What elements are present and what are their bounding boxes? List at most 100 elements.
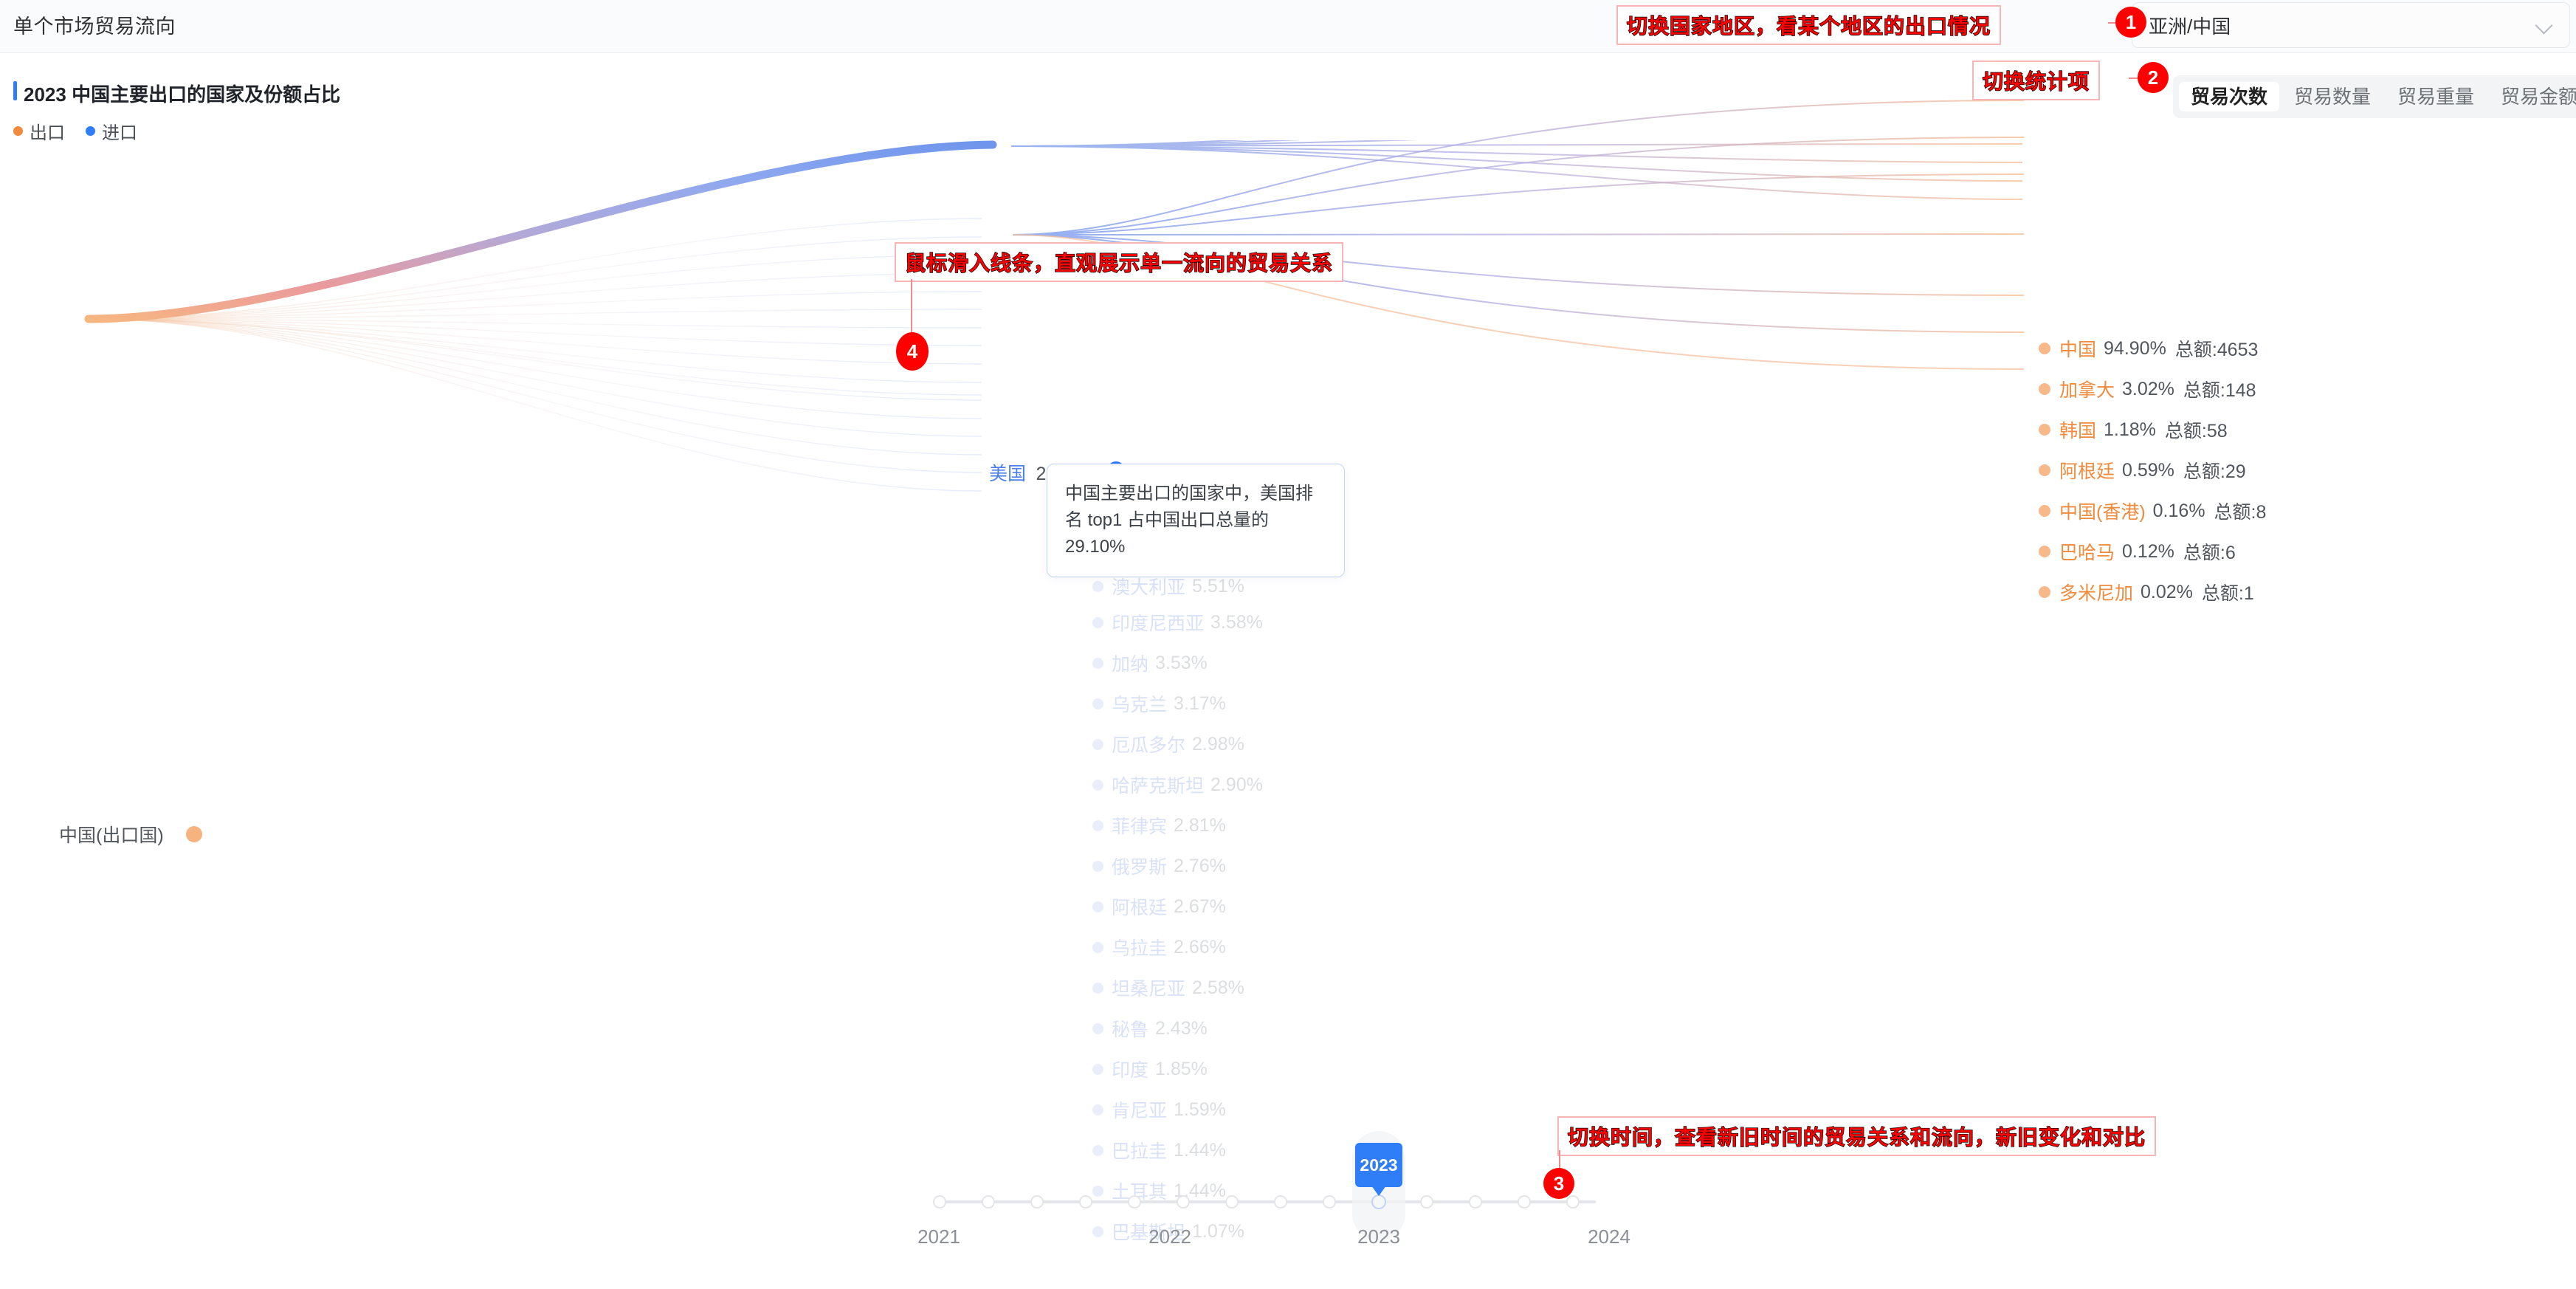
- mid-list-item[interactable]: 肯尼亚 1.59%: [1092, 1096, 1226, 1123]
- mid-list-item[interactable]: 乌克兰 3.17%: [1092, 690, 1226, 717]
- target-list-dot: [2039, 505, 2050, 517]
- timeline-tick[interactable]: [1079, 1195, 1092, 1209]
- mid-list-pct: 2.43%: [1155, 1017, 1208, 1039]
- mid-list-item[interactable]: 印度 1.85%: [1092, 1056, 1208, 1082]
- tab-trade-amount[interactable]: 贸易金额: [2501, 86, 2576, 108]
- target-list-total: 总额:58: [2164, 421, 2228, 441]
- legend-item-import[interactable]: 进口: [86, 118, 137, 144]
- annotation-box-2: 切换统计项: [1972, 61, 2101, 100]
- timeline-tick[interactable]: [982, 1195, 995, 1209]
- mid-list-dot: [1092, 580, 1103, 592]
- annotation-marker-2: 2: [2138, 62, 2169, 93]
- mid-list-dot: [1092, 860, 1103, 872]
- mid-list-name: 菲律宾: [1112, 817, 1168, 837]
- target-list-pct: 1.18%: [2104, 419, 2156, 440]
- flow-tooltip: 中国主要出口的国家中，美国排名 top1 占中国出口总量的29.10%: [1047, 464, 1345, 577]
- mid-list-item[interactable]: 印度尼西亚 3.58%: [1092, 609, 1263, 636]
- mid-list-dot: [1092, 738, 1103, 750]
- timeline-tick[interactable]: [1420, 1195, 1433, 1209]
- mid-list-dot: [1092, 819, 1103, 831]
- target-list-dot: [2039, 343, 2050, 354]
- mid-list-item[interactable]: 澳大利亚 5.51%: [1092, 573, 1244, 599]
- timeline-tick[interactable]: [1225, 1195, 1239, 1209]
- target-list-pct: 0.02%: [2141, 581, 2193, 602]
- timeline-tick[interactable]: [933, 1195, 946, 1209]
- page-title: 单个市场贸易流向: [13, 16, 176, 38]
- mid-list-dot: [1092, 779, 1103, 791]
- mid-list-item[interactable]: 俄罗斯 2.76%: [1092, 853, 1226, 879]
- target-list-pct: 0.12%: [2122, 540, 2174, 562]
- annotation-marker-4: 4: [896, 332, 929, 371]
- mid-list-name: 印度尼西亚: [1112, 613, 1205, 634]
- target-list-pct: 0.16%: [2152, 500, 2205, 521]
- timeline-track[interactable]: [939, 1200, 1596, 1203]
- mid-list-name: 乌克兰: [1112, 695, 1168, 715]
- tab-trade-weight[interactable]: 贸易重量: [2397, 86, 2475, 108]
- mid-list-pct: 3.17%: [1174, 692, 1226, 714]
- mid-list-name: 乌拉圭: [1112, 938, 1168, 959]
- mid-list-pct: 1.07%: [1192, 1220, 1244, 1242]
- mid-list-name: 坦桑尼亚: [1112, 979, 1186, 1000]
- mid-list-dot: [1092, 1063, 1103, 1075]
- country-region-select[interactable]: 亚洲/中国: [2132, 2, 2570, 48]
- target-list-item[interactable]: 中国 94.90% 总额:4653: [2039, 335, 2258, 362]
- tab-trade-count[interactable]: 贸易次数: [2179, 82, 2280, 111]
- target-list-item[interactable]: 巴哈马 0.12% 总额:6: [2039, 538, 2236, 565]
- mid-list-dot: [1092, 1104, 1103, 1116]
- legend-dot-import: [86, 126, 95, 136]
- timeline-tick[interactable]: [1323, 1195, 1336, 1209]
- mid-list-pct: 2.66%: [1174, 936, 1226, 958]
- tab-trade-qty[interactable]: 贸易数量: [2294, 86, 2372, 108]
- timeline-tick[interactable]: [1128, 1195, 1141, 1209]
- mid-list-pct: 2.76%: [1174, 855, 1226, 876]
- mid-list-pct: 2.90%: [1210, 774, 1263, 795]
- mid-list-name: 巴拉圭: [1112, 1141, 1168, 1162]
- target-list-item[interactable]: 中国(香港) 0.16% 总额:8: [2039, 498, 2266, 524]
- timeline-year-label: 2023: [1357, 1226, 1400, 1248]
- legend-dot-export: [13, 126, 23, 136]
- target-list-item[interactable]: 韩国 1.18% 总额:58: [2039, 416, 2228, 443]
- mid-list-item[interactable]: 阿根廷 2.67%: [1092, 893, 1226, 920]
- mid-list-item[interactable]: 巴拉圭 1.44%: [1092, 1137, 1226, 1163]
- mid-list-name: 秘鲁: [1112, 1020, 1149, 1040]
- mid-list-item[interactable]: 加纳 3.53%: [1092, 650, 1208, 676]
- mid-list-item[interactable]: 巴基斯坦 1.07%: [1092, 1218, 1244, 1245]
- mid-list-pct: 2.81%: [1174, 814, 1226, 836]
- legend-item-export[interactable]: 出口: [13, 118, 65, 144]
- target-list-total: 总额:4653: [2174, 340, 2259, 360]
- mid-list-name: 厄瓜多尔: [1112, 735, 1186, 756]
- mid-list-item[interactable]: 哈萨克斯坦 2.90%: [1092, 771, 1263, 798]
- target-list-dot: [2039, 464, 2050, 476]
- target-list-item[interactable]: 多米尼加 0.02% 总额:1: [2039, 579, 2254, 605]
- mid-list-name: 肯尼亚: [1112, 1101, 1168, 1121]
- timeline-tick[interactable]: [1030, 1195, 1044, 1209]
- annotation-box-3: 切换时间，查看新旧时间的贸易关系和流向，新旧变化和对比: [1557, 1116, 2157, 1156]
- dim-flow-links: [88, 218, 982, 492]
- mid-list-item[interactable]: 乌拉圭 2.66%: [1092, 934, 1226, 960]
- stat-tab-group[interactable]: 贸易次数 贸易数量 贸易重量 贸易金额: [2173, 75, 2576, 118]
- year-timeline-slider[interactable]: 2023 2021 2022 2023 2024: [908, 1131, 1631, 1270]
- target-list-pct: 3.02%: [2122, 378, 2174, 399]
- mid-list-item[interactable]: 菲律宾 2.81%: [1092, 812, 1226, 839]
- mid-list-name: 印度: [1112, 1060, 1149, 1081]
- mid-list-item[interactable]: 厄瓜多尔 2.98%: [1092, 731, 1244, 757]
- timeline-tick[interactable]: [1518, 1195, 1531, 1209]
- timeline-tick[interactable]: [1274, 1195, 1287, 1209]
- annotation-box-1: 切换国家地区，看某个地区的出口情况: [1616, 5, 2002, 45]
- timeline-tick[interactable]: [1177, 1195, 1190, 1209]
- annotation-marker-3: 3: [1543, 1168, 1574, 1199]
- mid-list-item[interactable]: 秘鲁 2.43%: [1092, 1015, 1208, 1042]
- country-region-select-value: 亚洲/中国: [2149, 15, 2231, 38]
- target-list-name: 韩国: [2059, 421, 2097, 441]
- timeline-tick[interactable]: [1469, 1195, 1482, 1209]
- target-list-total: 总额:8: [2214, 502, 2267, 523]
- flow-links-svg-upper: [1012, 100, 2025, 333]
- target-list-name: 多米尼加: [2059, 583, 2134, 604]
- mid-list-item[interactable]: 坦桑尼亚 2.58%: [1092, 975, 1244, 1001]
- target-list-name: 中国: [2059, 340, 2097, 360]
- mid-list-dot: [1092, 1226, 1103, 1237]
- timeline-tick[interactable]: [1566, 1195, 1580, 1209]
- trade-flow-diagram[interactable]: 中国(出口国) 美国 29.10% 澳大利亚 5.51% 印度尼西亚 3.58%…: [0, 100, 2576, 1243]
- target-list-item[interactable]: 阿根廷 0.59% 总额:29: [2039, 457, 2246, 484]
- target-list-item[interactable]: 加拿大 3.02% 总额:148: [2039, 376, 2256, 402]
